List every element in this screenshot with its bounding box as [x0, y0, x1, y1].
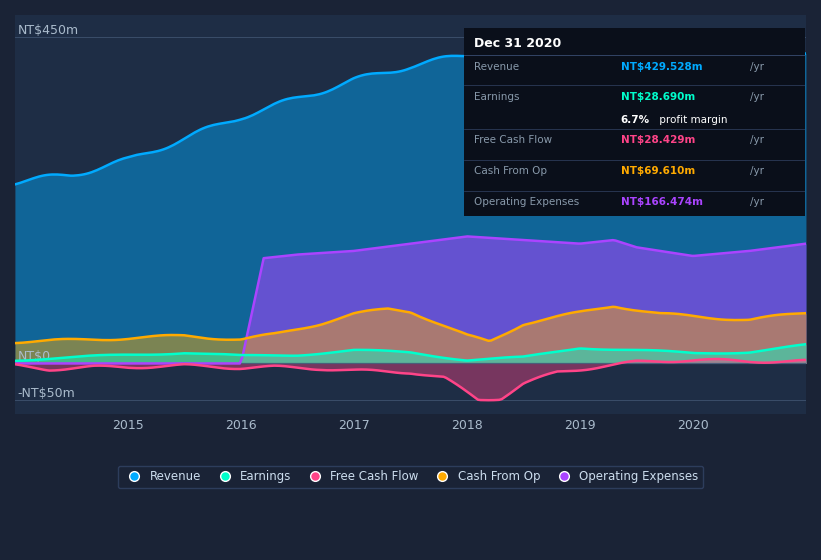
Text: NT$28.690m: NT$28.690m [621, 92, 695, 102]
Text: 6.7%: 6.7% [621, 115, 649, 125]
Text: NT$429.528m: NT$429.528m [621, 62, 702, 72]
Text: /yr: /yr [750, 197, 764, 207]
Text: /yr: /yr [750, 135, 764, 145]
Text: -NT$50m: -NT$50m [17, 387, 75, 400]
Text: Cash From Op: Cash From Op [474, 166, 547, 176]
Text: NT$0: NT$0 [17, 351, 50, 363]
Text: Dec 31 2020: Dec 31 2020 [474, 38, 562, 50]
Text: /yr: /yr [750, 166, 764, 176]
Text: NT$28.429m: NT$28.429m [621, 135, 695, 145]
Text: NT$450m: NT$450m [17, 24, 78, 37]
Text: /yr: /yr [750, 92, 764, 102]
Text: NT$69.610m: NT$69.610m [621, 166, 695, 176]
Text: profit margin: profit margin [656, 115, 728, 125]
Text: Revenue: Revenue [474, 62, 519, 72]
Text: NT$166.474m: NT$166.474m [621, 197, 703, 207]
Text: Operating Expenses: Operating Expenses [474, 197, 580, 207]
Text: Free Cash Flow: Free Cash Flow [474, 135, 553, 145]
Text: /yr: /yr [750, 62, 764, 72]
Legend: Revenue, Earnings, Free Cash Flow, Cash From Op, Operating Expenses: Revenue, Earnings, Free Cash Flow, Cash … [118, 466, 703, 488]
Text: Earnings: Earnings [474, 92, 520, 102]
